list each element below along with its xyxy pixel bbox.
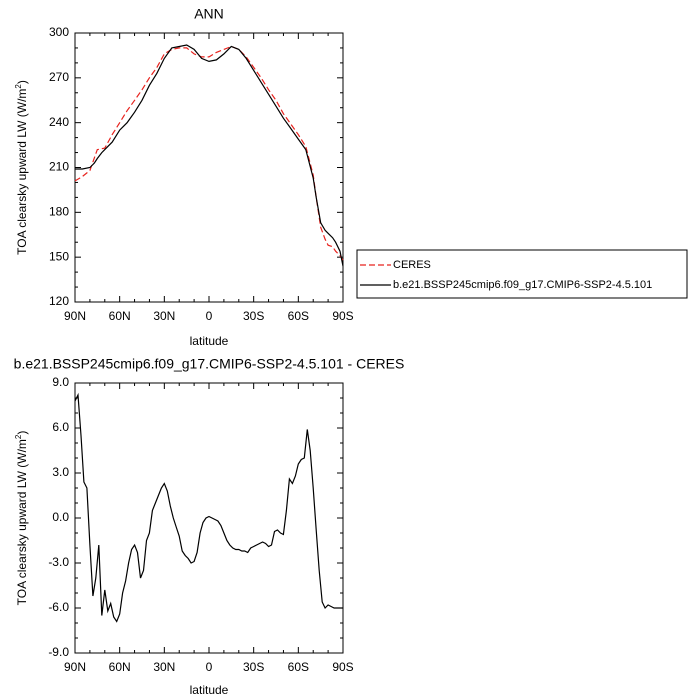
plot-frame xyxy=(74,382,344,654)
y-tick-label: 300 xyxy=(49,25,69,39)
y-tick-label: 270 xyxy=(49,70,69,84)
legend-label: b.e21.BSSP245cmip6.f09_g17.CMIP6-SSP2-4.… xyxy=(393,279,652,291)
y-axis-label: TOA clearsky upward LW (W/m2) xyxy=(14,80,29,255)
x-tick-label: 90N xyxy=(64,309,86,323)
x-tick-label: 0 xyxy=(206,660,213,674)
x-tick-label: 30N xyxy=(153,660,175,674)
x-tick-label: 60N xyxy=(109,660,131,674)
x-tick-label: 60N xyxy=(109,309,131,323)
x-tick-label: 60S xyxy=(288,309,309,323)
chart-title: b.e21.BSSP245cmip6.f09_g17.CMIP6-SSP2-4.… xyxy=(14,356,405,372)
x-tick-label: 90S xyxy=(332,309,353,323)
x-axis-label: latitude xyxy=(190,334,229,348)
y-tick-label: 240 xyxy=(49,115,69,129)
x-tick-label: 90S xyxy=(332,660,353,674)
plot-frame xyxy=(74,32,344,303)
y-tick-label: -3.0 xyxy=(48,555,69,569)
x-tick-label: 30S xyxy=(243,309,264,323)
y-tick-label: -6.0 xyxy=(48,600,69,614)
series-line-model xyxy=(74,392,343,623)
y-tick-label: 0.0 xyxy=(52,510,69,524)
series-line-ceres xyxy=(74,45,344,261)
chart-title: ANN xyxy=(194,6,224,22)
legend-box xyxy=(356,249,688,299)
y-tick-label: 3.0 xyxy=(52,465,69,479)
legend: CERES b.e21.BSSP245cmip6.f09_g17.CMIP6-SS… xyxy=(356,249,688,299)
y-tick-label: 9.0 xyxy=(52,375,69,389)
x-tick-label: 30S xyxy=(243,660,264,674)
x-tick-label: 60S xyxy=(288,660,309,674)
y-tick-label: 210 xyxy=(49,160,69,174)
top-panel: ANN 90N 60N 30N 0 30S 60S 90S 120 150 180 210 240 270… xyxy=(14,6,354,348)
x-tick-label: 0 xyxy=(206,309,213,323)
series-line-model xyxy=(75,44,344,267)
legend-label: CERES xyxy=(393,259,431,271)
y-tick-label: 180 xyxy=(49,205,69,219)
y-tick-label: 120 xyxy=(49,294,69,308)
y-tick-label: 6.0 xyxy=(52,420,69,434)
y-axis-label: TOA clearsky upward LW (W/m2) xyxy=(14,431,29,606)
x-tick-label: 30N xyxy=(153,309,175,323)
y-tick-label: 150 xyxy=(49,249,69,263)
x-axis-label: latitude xyxy=(190,683,229,697)
bottom-panel: b.e21.BSSP245cmip6.f09_g17.CMIP6-SSP2-4.… xyxy=(14,356,405,697)
x-tick-label: 90N xyxy=(64,660,86,674)
y-tick-label: -9.0 xyxy=(48,645,69,659)
